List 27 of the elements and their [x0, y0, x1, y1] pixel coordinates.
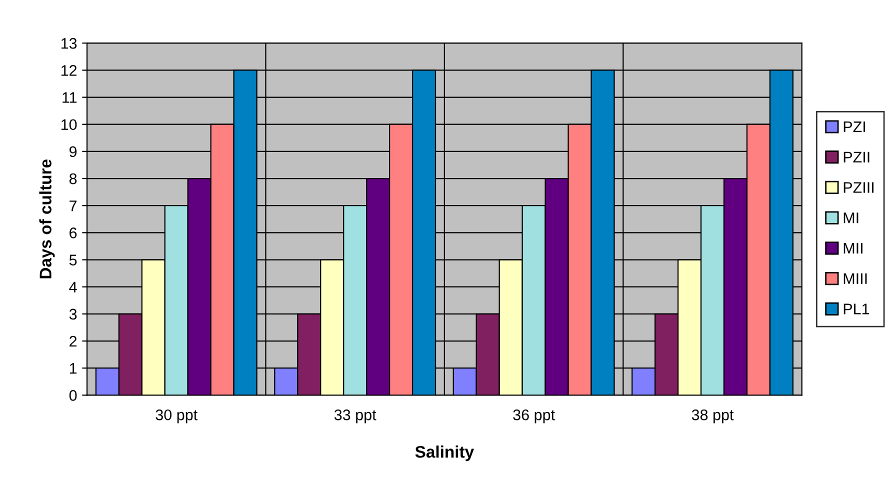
y-tick-label: 6 — [70, 228, 77, 238]
legend-label: PL1 — [844, 304, 870, 314]
y-tick-label: 4 — [69, 282, 77, 292]
y-tick-label: 12 — [61, 65, 77, 76]
legend-label: PZI — [844, 122, 865, 132]
legend-label: PZII — [844, 152, 870, 162]
y-axis-title: Days of culture — [39, 160, 55, 278]
legend-label: MIII — [844, 273, 867, 284]
legend-label: MII — [844, 242, 862, 254]
x-tick-label: 30 ppt — [156, 409, 198, 424]
legend-label: PZIII — [844, 182, 874, 193]
x-axis-title: Salinity — [415, 446, 474, 462]
y-tick-label: 5 — [69, 254, 77, 266]
y-tick-label: 2 — [70, 336, 77, 347]
y-tick-label: 10 — [61, 119, 77, 130]
x-tick-label: 33 ppt — [334, 409, 376, 424]
y-tick-label: 0 — [69, 390, 77, 401]
y-tick-label: 9 — [70, 146, 77, 158]
y-tick-label: 13 — [61, 38, 77, 49]
legend-label: MI — [844, 212, 858, 224]
y-tick-label: 8 — [69, 173, 77, 184]
y-tick-label: 3 — [69, 308, 77, 320]
y-tick-label: 7 — [70, 200, 77, 212]
y-tick-label: 1 — [70, 363, 77, 374]
y-tick-label: 11 — [62, 92, 77, 103]
x-tick-label: 36 ppt — [513, 409, 555, 424]
x-tick-label: 38 ppt — [692, 409, 734, 424]
